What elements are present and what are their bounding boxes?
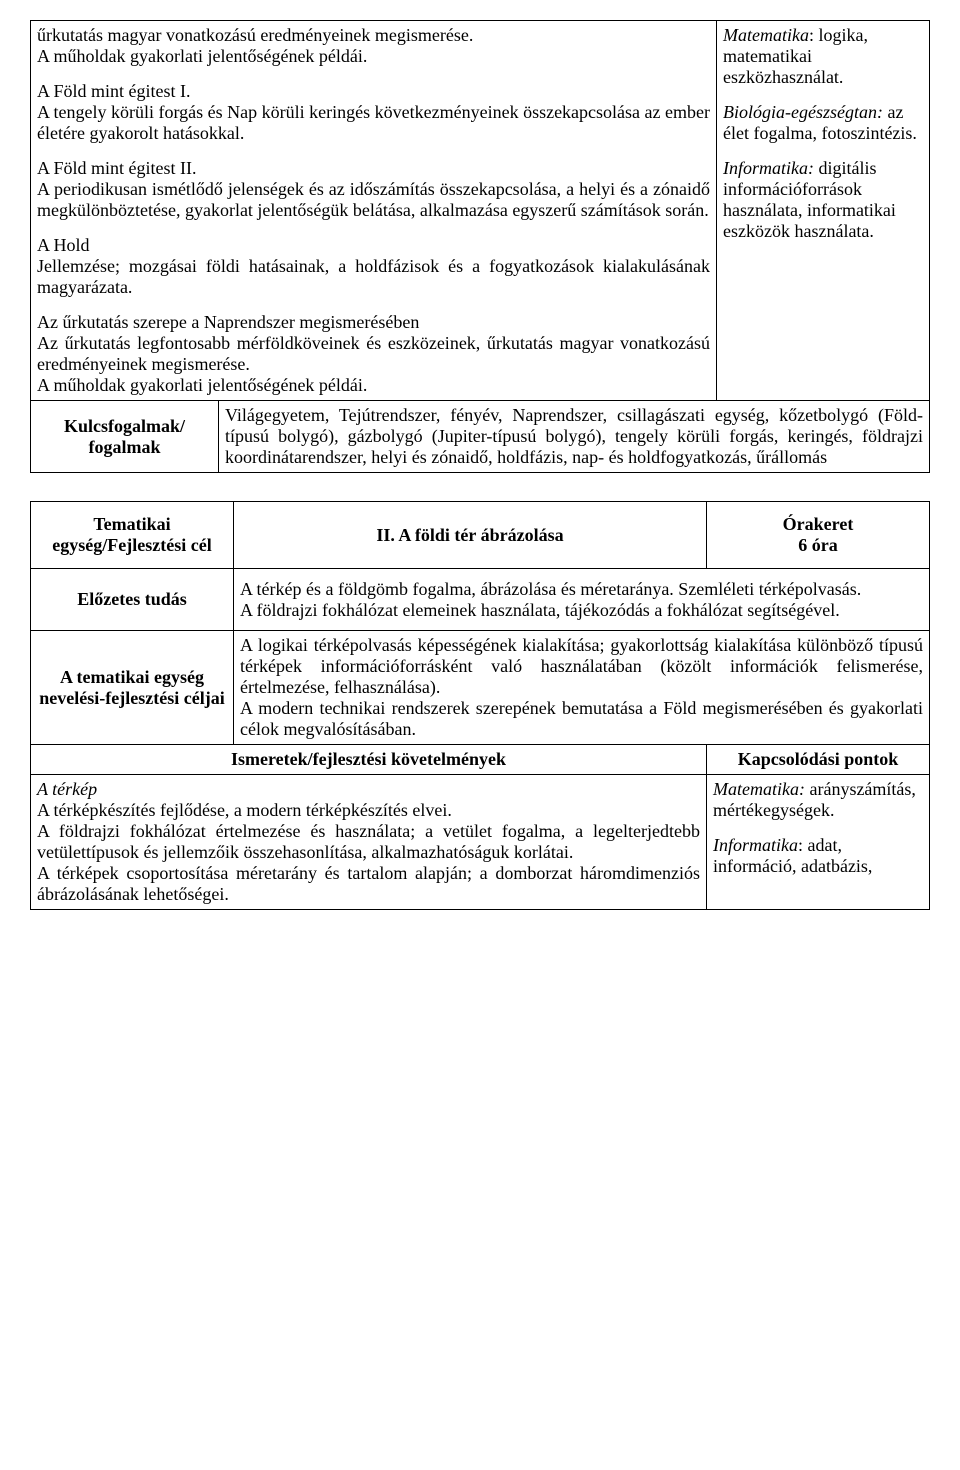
text-block: A térkép és a földgömb fogalma, ábrázolá… [240,579,923,600]
goals-label: A tematikai egység nevelési-fejlesztési … [31,631,234,745]
content-table-1: űrkutatás magyar vonatkozású eredményein… [30,20,930,473]
text-block: Jellemzése; mozgásai földi hatásainak, a… [37,256,710,298]
prior-knowledge-cell: A térkép és a földgömb fogalma, ábrázolá… [234,569,930,631]
text-block: A periodikusan ismétlődő jelenségek és a… [37,179,710,221]
subject-name: Matematika: [713,779,805,799]
related-subjects-cell: Matematika: logika, matematikai eszközha… [717,21,930,401]
key-concepts-text: Világegyetem, Tejútrendszer, fényév, Nap… [219,401,930,473]
heading: A Hold [37,235,710,256]
subject-block: Biológia-egészségtan: az élet fogalma, f… [723,102,923,144]
table-gap [30,473,930,501]
text-line: A műholdak gyakorlati jelentőségének pél… [37,375,710,396]
text-line: A térképkészítés fejlődése, a modern tér… [37,800,700,821]
key-concepts-label: Kulcsfogalmak/ fogalmak [31,401,219,473]
connections-header: Kapcsolódási pontok [707,745,930,775]
prior-knowledge-label: Előzetes tudás [31,569,234,631]
subject-name: Biológia-egészségtan: [723,102,883,122]
text-block: A földrajzi fokhálózat elemeinek használ… [240,600,923,621]
text-block: Az űrkutatás legfontosabb mérföldköveine… [37,333,710,375]
text-block: A földrajzi fokhálózat értelmezése és ha… [37,821,700,863]
hours-value: 6 óra [713,535,923,556]
hours-label: Órakeret [713,514,923,535]
unit-label: Tematikai egység/Fejlesztési cél [31,502,234,569]
heading: A Föld mint égitest I. [37,81,710,102]
heading: Az űrkutatás szerepe a Naprendszer megis… [37,312,710,333]
unit-title: II. A földi tér ábrázolása [234,502,707,569]
text-block: A térképek csoportosítása méretarány és … [37,863,700,905]
requirements-content: A térkép A térképkészítés fejlődése, a m… [31,775,707,910]
subject-name: Matematika [723,25,809,45]
text-block: A tengely körüli forgás és Nap körüli ke… [37,102,710,144]
unit-table-2: Tematikai egység/Fejlesztési cél II. A f… [30,501,930,910]
subject-block: Matematika: logika, matematikai eszközha… [723,25,923,88]
subject-name: Informatika [713,835,798,855]
text-line: űrkutatás magyar vonatkozású eredményein… [37,25,710,46]
heading: A Föld mint égitest II. [37,158,710,179]
subject-block: Informatika: digitális információforráso… [723,158,923,242]
subject-block: Informatika: adat, információ, adatbázis… [713,835,923,877]
requirements-header: Ismeretek/fejlesztési követelmények [31,745,707,775]
text-block: A logikai térképolvasás képességének kia… [240,635,923,698]
subject-block: Matematika: arányszámítás, mértékegysége… [713,779,923,821]
heading: A térkép [37,779,700,800]
goals-cell: A logikai térképolvasás képességének kia… [234,631,930,745]
text-line: A műholdak gyakorlati jelentőségének pél… [37,46,710,67]
text-block: A modern technikai rendszerek szerepének… [240,698,923,740]
hours-cell: Órakeret 6 óra [707,502,930,569]
subject-name: Informatika: [723,158,814,178]
connections-content: Matematika: arányszámítás, mértékegysége… [707,775,930,910]
main-content-cell: űrkutatás magyar vonatkozású eredményein… [31,21,717,401]
